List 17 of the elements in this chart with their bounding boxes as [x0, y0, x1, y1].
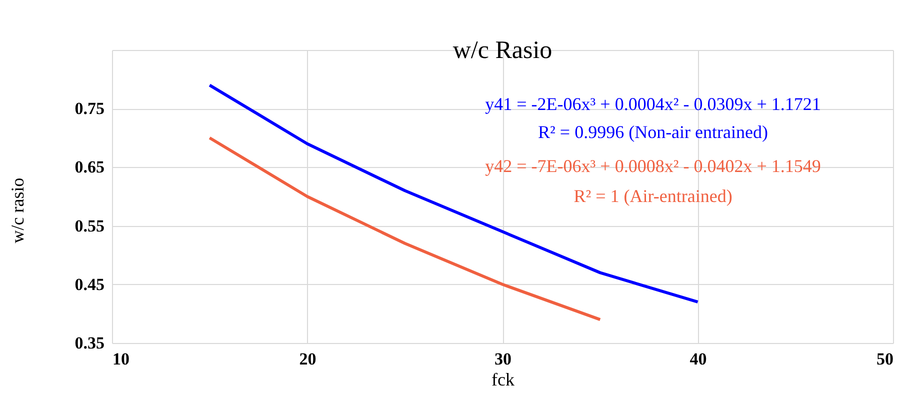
x-tick-label: 20: [299, 350, 316, 368]
x-tick-label: 40: [690, 350, 707, 368]
x-tick-label: 30: [494, 350, 512, 368]
y-tick-label: 0.35: [74, 334, 104, 352]
y-axis-title: w/c rasio: [8, 178, 28, 244]
y-tick-label: 0.55: [74, 216, 104, 236]
annotation: y41 = -2E-06x³ + 0.0004x² - 0.0309x + 1.1721: [485, 94, 821, 114]
x-axis-title: fck: [492, 370, 514, 390]
annotation: R² = 0.9996 (Non-air entrained): [538, 122, 768, 142]
annotation: R² = 1 (Air-entrained): [574, 186, 732, 206]
annotation: y42 = -7E-06x³ + 0.0008x² - 0.0402x + 1.1549: [485, 156, 821, 176]
y-tick-label: 0.65: [74, 158, 104, 177]
y-tick-label: 0.45: [74, 274, 104, 294]
x-tick-label: 50: [876, 350, 894, 368]
x-tick-label: 10: [112, 350, 130, 368]
chart-title: w/c Rasio: [452, 37, 552, 64]
y-tick-label: 0.75: [74, 99, 104, 118]
